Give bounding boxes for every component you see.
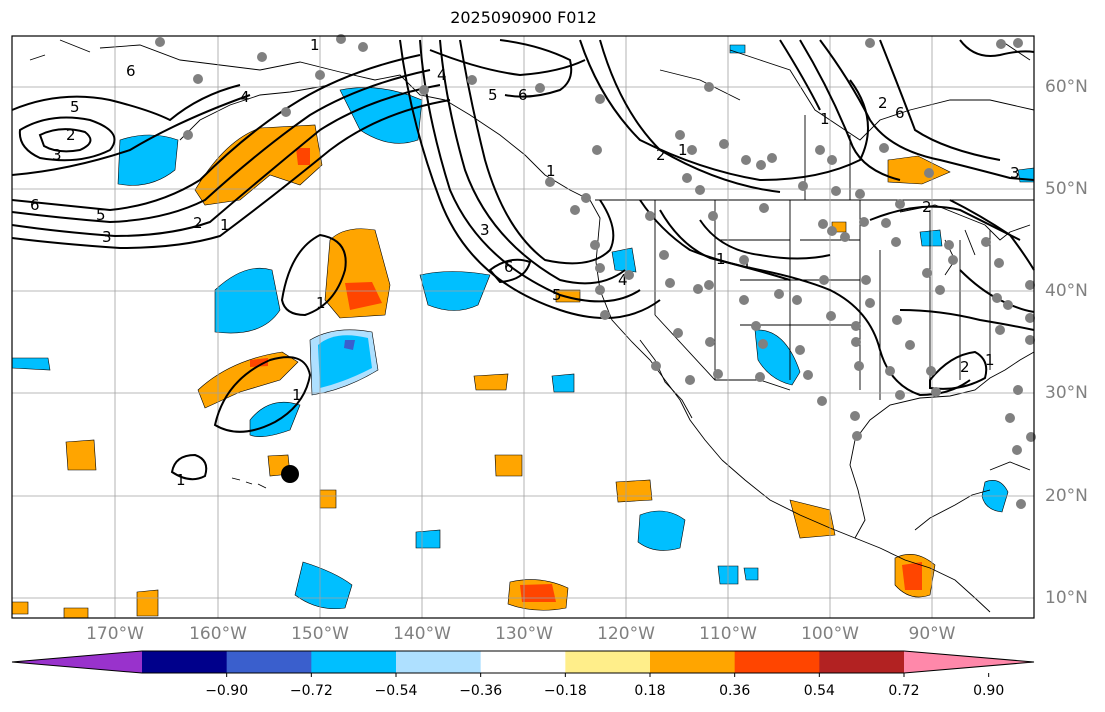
svg-text:2: 2: [656, 146, 666, 164]
svg-text:6: 6: [504, 258, 514, 276]
lon-label-140: 140°W: [393, 624, 451, 644]
svg-text:3: 3: [102, 228, 112, 246]
lat-label-10: 10°N: [1045, 588, 1088, 608]
station-markers: [155, 34, 1036, 509]
colorbar-extend-high: [904, 651, 1034, 673]
lon-label-160: 160°W: [189, 624, 247, 644]
colorbar-extend-low: [12, 651, 142, 673]
lat-label-40: 40°N: [1045, 281, 1088, 301]
colorbar-tick-label: −0.72: [289, 683, 333, 699]
lon-label-110: 110°W: [699, 624, 757, 644]
svg-text:1: 1: [546, 162, 556, 180]
colorbar-tick-label: −0.54: [374, 683, 418, 699]
svg-text:4: 4: [437, 66, 447, 84]
svg-text:2: 2: [922, 198, 932, 216]
svg-text:6: 6: [126, 62, 136, 80]
height-contours: [11, 39, 1035, 481]
colorbar: [11, 650, 1035, 677]
colorbar-tick-label: 0.18: [634, 683, 666, 699]
svg-text:1: 1: [316, 294, 326, 312]
svg-text:5: 5: [70, 98, 80, 116]
colorbar-tick-label: −0.90: [205, 683, 249, 699]
lon-label-150: 150°W: [291, 624, 349, 644]
colorbar-tick-label: 0.36: [719, 683, 751, 699]
colorbar-tick-label: −0.18: [543, 683, 587, 699]
svg-text:3: 3: [52, 146, 62, 164]
svg-text:5: 5: [488, 86, 498, 104]
lat-label-50: 50°N: [1045, 179, 1088, 199]
svg-text:5: 5: [96, 206, 106, 224]
shaded-anomalies: [11, 44, 1035, 619]
svg-text:1: 1: [292, 386, 302, 404]
svg-text:2: 2: [878, 94, 888, 112]
highlight-station-marker: [281, 465, 299, 483]
svg-text:6: 6: [30, 196, 40, 214]
lon-label-120: 120°W: [597, 624, 655, 644]
svg-text:2: 2: [66, 126, 76, 144]
colorbar-tick-label: 0.54: [803, 683, 835, 699]
lat-label-60: 60°N: [1045, 77, 1088, 97]
colorbar-tick-label: −0.36: [459, 683, 503, 699]
colorbar-outline: [11, 650, 1035, 674]
lon-label-90: 90°W: [908, 624, 956, 644]
svg-text:2: 2: [960, 358, 970, 376]
lat-label-20: 20°N: [1045, 486, 1088, 506]
colorbar-segment: [565, 651, 651, 673]
lon-label-130: 130°W: [495, 624, 553, 644]
colorbar-segment: [142, 651, 228, 673]
svg-text:1: 1: [220, 216, 230, 234]
colorbar-segment: [650, 651, 736, 673]
svg-text:4: 4: [618, 271, 628, 289]
svg-text:5: 5: [552, 286, 562, 304]
svg-text:1: 1: [310, 36, 320, 54]
colorbar-segment: [226, 651, 312, 673]
colorbar-tick-label: 0.72: [888, 683, 920, 699]
svg-text:3: 3: [480, 221, 490, 239]
colorbar-tick-label: 0.90: [973, 683, 1005, 699]
svg-text:1: 1: [820, 110, 830, 128]
lon-label-170: 170°W: [86, 624, 144, 644]
lon-label-100: 100°W: [801, 624, 859, 644]
svg-text:4: 4: [240, 88, 250, 106]
plot-area: [12, 36, 1034, 618]
colorbar-segment: [734, 651, 820, 673]
colorbar-segment: [480, 651, 566, 673]
plot-frame: [11, 35, 1035, 619]
svg-text:1: 1: [176, 471, 186, 489]
svg-text:3: 3: [1010, 164, 1020, 182]
colorbar-segment: [396, 651, 482, 673]
svg-text:6: 6: [518, 86, 528, 104]
map-title: 2025090900 F012: [450, 8, 597, 27]
svg-text:2: 2: [193, 214, 203, 232]
svg-text:1: 1: [678, 141, 688, 159]
lat-label-30: 30°N: [1045, 383, 1088, 403]
svg-text:6: 6: [895, 104, 905, 122]
svg-text:1: 1: [985, 351, 995, 369]
colorbar-segment: [819, 651, 905, 673]
svg-text:1: 1: [716, 250, 726, 268]
colorbar-segment: [311, 651, 397, 673]
